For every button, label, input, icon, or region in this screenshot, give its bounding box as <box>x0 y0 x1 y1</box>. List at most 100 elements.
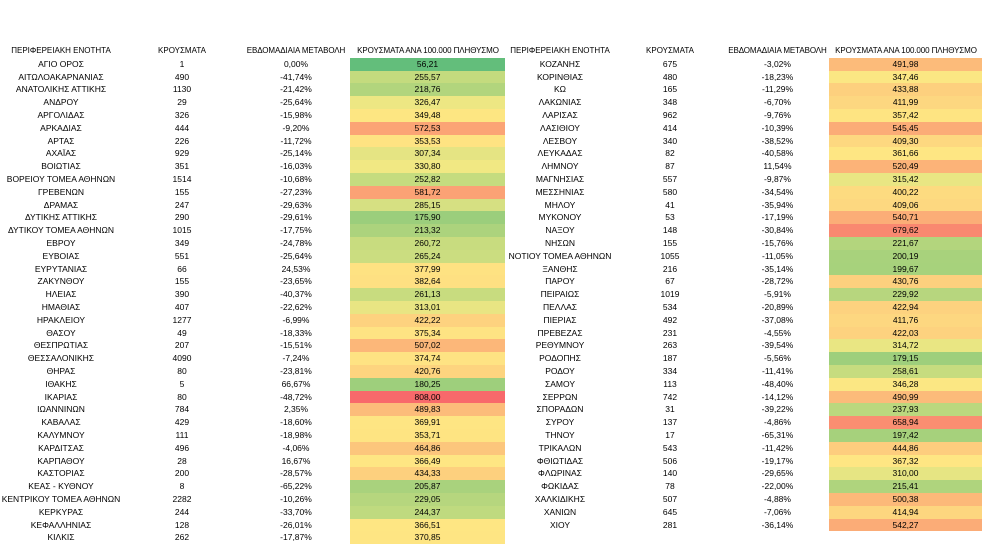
left-per100k-header: ΚΡΟΥΣΜΑΤΑ ΑΝΑ 100.000 ΠΛΗΘΥΣΜΟ <box>357 46 499 55</box>
right-cases-cell: 480 <box>662 71 678 82</box>
right-change-cell: -65,31% <box>761 430 794 440</box>
left-per100k-cell: 307,34 <box>350 147 506 161</box>
right-change-cell: -3,02% <box>764 58 791 69</box>
right-per100k-cell: 367,32 <box>829 454 983 468</box>
left-cases-header: ΚΡΟΥΣΜΑΤΑ <box>158 46 206 55</box>
left-per100k-cell: 464,86 <box>350 441 506 455</box>
left-region-cell: ΚΕΑΣ - ΚΥΘΝΟΥ <box>28 481 94 492</box>
left-change-cell: 2,35% <box>283 404 309 415</box>
left-region-cell: ΑΝΑΤΟΛΙΚΗΣ ΑΤΤΙΚΗΣ <box>15 84 107 95</box>
right-region-cell: ΠΑΡΟΥ <box>545 276 575 287</box>
right-per100k-cell: 433,88 <box>829 83 983 97</box>
right-region-cell: ΠΙΕΡΙΑΣ <box>543 314 577 325</box>
table-row: ΚΕΑΣ - ΚΥΘΝΟΥ 8 -65,22% 205,87 ΦΩΚΙΔΑΣ 78 -22,… <box>0 480 988 493</box>
right-cases-cell: 645 <box>662 506 678 517</box>
right-change-cell: -6,70% <box>764 97 791 108</box>
table-row: ΚΑΣΤΟΡΙΑΣ 200 -28,57% 434,33 ΦΛΩΡΙΝΑΣ 140 -29,… <box>0 467 988 481</box>
left-change-cell: -29,63% <box>280 199 312 210</box>
left-change-cell: -16,03% <box>280 161 312 172</box>
table-row: ΚΕΦΑΛΛΗΝΙΑΣ 128 -26,01% 366,51 ΧΙΟΥ 281 -36,14… <box>0 518 988 532</box>
left-per100k-cell: 205,87 <box>350 480 506 493</box>
right-cases-cell: 340 <box>662 135 678 146</box>
left-change-cell: -18,33% <box>280 327 312 338</box>
table-row: ΕΥΡΥΤΑΝΙΑΣ 66 24,53% 377,99 ΞΑΝΘΗΣ 216 -35,14%… <box>0 262 988 276</box>
left-change-cell: -6,99% <box>282 314 310 325</box>
right-cases-cell: 742 <box>662 391 678 402</box>
table-row: ΙΩΑΝΝΙΝΩΝ 784 2,35% 489,83 ΣΠΟΡΑΔΩΝ 31 -39,22%… <box>0 403 988 417</box>
right-per100k-cell: 357,42 <box>829 109 983 122</box>
left-cases-cell: 5 <box>179 378 185 389</box>
left-change-cell: 16,67% <box>281 455 311 466</box>
table-row: ΘΑΣΟΥ 49 -18,33% 375,34 ΠΡΕΒΕΖΑΣ 231 -4,55% 422… <box>0 326 988 340</box>
right-region-cell: ΝΟΤΙΟΥ ΤΟΜΕΑ ΑΘΗΝΩΝ <box>508 250 612 261</box>
left-cases-cell: 207 <box>174 340 190 351</box>
left-change-cell: 24,53% <box>281 263 311 274</box>
left-region-cell: ΗΜΑΘΙΑΣ <box>41 302 81 312</box>
left-cases-cell: 49 <box>177 327 187 338</box>
left-cases-cell: 8 <box>179 481 185 492</box>
left-per100k-cell: 56,21 <box>350 57 506 71</box>
left-region-cell: ΕΥΒΟΙΑΣ <box>42 250 80 261</box>
right-region-cell: ΧΑΝΙΩΝ <box>543 506 577 517</box>
right-per100k-cell: 215,41 <box>829 480 983 493</box>
right-cases-cell: 165 <box>662 84 678 95</box>
right-cases-cell: 216 <box>662 263 678 274</box>
right-per100k-cell: 545,45 <box>829 121 983 135</box>
right-change-cell: -11,05% <box>761 250 794 261</box>
table-row: ΚΙΛΚΙΣ 262 -17,87% 370,85 <box>0 531 988 545</box>
left-region-cell: ΚΕΡΚΥΡΑΣ <box>38 506 84 517</box>
table-row: ΑΡΤΑΣ 226 -11,72% 353,53 ΛΕΣΒΟΥ 340 -38,52% 409… <box>0 134 988 148</box>
left-region-cell: ΑΓΙΟ ΟΡΟΣ <box>38 58 84 69</box>
left-cases-cell: 1277 <box>172 314 192 325</box>
table-row: ΙΘΑΚΗΣ 5 66,67% 180,25 ΣΑΜΟΥ 113 -48,40% 346,28 <box>0 377 988 391</box>
right-cases-cell: 155 <box>662 238 678 248</box>
right-per100k-cell: 411,76 <box>829 313 983 327</box>
table-row: ΕΒΡΟΥ 349 -24,78% 260,72 ΝΗΣΩΝ 155 -15,76% 221,… <box>0 237 988 250</box>
left-cases-cell: 390 <box>174 289 190 300</box>
right-region-cell: ΛΕΥΚΑΔΑΣ <box>537 148 583 159</box>
table-row: ΑΡΚΑΔΙΑΣ 444 -9,20% 572,53 ΛΑΣΙΘΙΟΥ 414 -10,39… <box>0 121 988 135</box>
left-change-cell: -27,23% <box>280 186 312 197</box>
left-change-cell: 66,67% <box>281 378 311 389</box>
left-change-header: ΕΒΔΟΜΑΔΙΑΙΑ ΜΕΤΑΒΟΛΗ <box>246 46 346 55</box>
right-region-cell: ΠΕΛΛΑΣ <box>542 302 578 312</box>
left-per100k-cell: 285,15 <box>350 198 506 212</box>
left-region-cell: ΚΕΝΤΡΙΚΟΥ ΤΟΜΕΑ ΑΘΗΝΩΝ <box>1 494 121 504</box>
right-cases-cell: 334 <box>662 366 678 376</box>
left-change-cell: -15,51% <box>280 340 312 351</box>
left-per100k-cell: 366,51 <box>350 518 506 532</box>
right-change-cell: -39,22% <box>761 404 794 415</box>
left-change-cell: -24,78% <box>280 238 312 248</box>
left-cases-cell: 349 <box>174 238 190 248</box>
right-per100k-cell: 347,46 <box>829 70 983 84</box>
left-cases-cell: 226 <box>174 135 190 146</box>
right-per100k-cell: 414,94 <box>829 505 983 519</box>
table-row: ΔΥΤΙΚΟΥ ΤΟΜΕΑ ΑΘΗΝΩΝ 1015 -17,75% 213,32 ΝΑΞ… <box>0 224 988 237</box>
table-row: ΘΕΣΣΑΛΟΝΙΚΗΣ 4090 -7,24% 374,74 ΡΟΔΟΠΗΣ 187 -5… <box>0 352 988 365</box>
right-per100k-cell: 409,06 <box>829 198 983 212</box>
left-change-cell: -25,64% <box>280 97 312 108</box>
table-row: ΚΕΡΚΥΡΑΣ 244 -33,70% 244,37 ΧΑΝΙΩΝ 645 -7,06% 4… <box>0 505 988 519</box>
right-change-cell: -10,39% <box>761 122 794 133</box>
left-cases-cell: 496 <box>174 442 190 453</box>
table-row: ΚΑΒΑΛΑΣ 429 -18,60% 369,91 ΣΥΡΟΥ 137 -4,86% 658… <box>0 416 988 429</box>
right-change-cell: -30,84% <box>761 225 794 236</box>
right-change-cell: -7,06% <box>764 506 791 517</box>
left-region-cell: ΙΩΑΝΝΙΝΩΝ <box>37 404 85 415</box>
right-cases-cell: 187 <box>662 353 678 364</box>
right-region-cell: ΚΟΖΑΝΗΣ <box>539 58 581 69</box>
left-cases-cell: 290 <box>174 212 190 223</box>
right-per100k-cell: 500,38 <box>829 493 983 506</box>
right-cases-cell: 78 <box>665 481 675 492</box>
right-region-cell: ΛΕΣΒΟΥ <box>542 135 578 146</box>
right-per100k-cell: 315,42 <box>829 173 983 186</box>
left-change-cell: -25,64% <box>280 250 312 261</box>
left-region-cell: ΑΙΤΩΛΟΑΚΑΡΝΑΝΙΑΣ <box>18 71 104 82</box>
right-cases-cell: 580 <box>662 186 678 197</box>
left-per100k-cell: 507,02 <box>350 339 506 353</box>
left-cases-cell: 326 <box>174 110 190 120</box>
left-cases-cell: 351 <box>174 161 190 172</box>
left-cases-cell: 429 <box>174 417 190 428</box>
right-per100k-cell: 179,15 <box>829 352 983 365</box>
right-change-cell: -35,94% <box>761 199 794 210</box>
